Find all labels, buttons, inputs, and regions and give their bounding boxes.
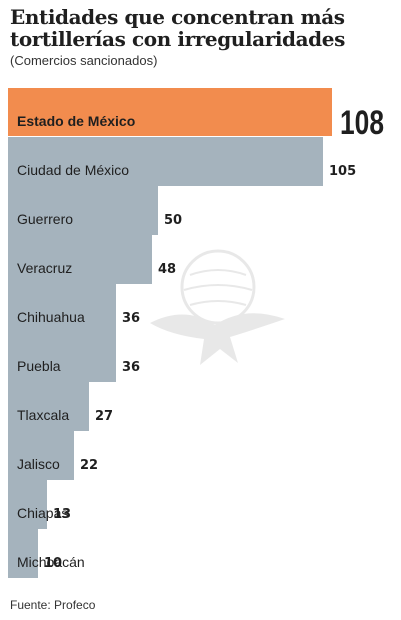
value-label: 22	[80, 458, 98, 473]
category-label: Chihuahua	[17, 309, 85, 325]
category-label: Michoacán	[17, 554, 85, 570]
value-label: 108	[340, 104, 384, 142]
category-label: Puebla	[17, 358, 61, 374]
bar-8	[8, 431, 74, 480]
source-note: Fuente: Profeco	[10, 598, 96, 612]
chart-title: Entidades que concentran más tortillería…	[10, 5, 345, 51]
bar-2	[8, 137, 323, 186]
bar-7	[8, 382, 89, 431]
value-label: 48	[158, 262, 176, 277]
eagle-seal-icon	[150, 249, 285, 365]
chart-subtitle: (Comercios sancionados)	[10, 53, 158, 68]
value-label: 105	[329, 164, 356, 179]
bar-4	[8, 235, 152, 284]
bar-3	[8, 186, 158, 235]
bar-6	[8, 333, 116, 382]
value-label: 27	[95, 409, 113, 424]
value-label: 10	[44, 556, 62, 571]
category-label: Jalisco	[17, 456, 60, 472]
category-label: Ciudad de México	[17, 162, 129, 178]
bar-9	[8, 480, 47, 529]
category-label: Estado de México	[17, 113, 135, 129]
value-label: 36	[122, 311, 140, 326]
category-label: Tlaxcala	[17, 407, 69, 423]
bar-10	[8, 529, 38, 578]
category-label: Veracruz	[17, 260, 72, 276]
value-label: 50	[164, 213, 182, 228]
bar-5	[8, 284, 116, 333]
category-label: Guerrero	[17, 211, 73, 227]
value-label: 36	[122, 360, 140, 375]
bar-1	[8, 88, 332, 136]
value-label: 13	[53, 507, 71, 522]
category-label: Chiapas	[17, 505, 68, 521]
